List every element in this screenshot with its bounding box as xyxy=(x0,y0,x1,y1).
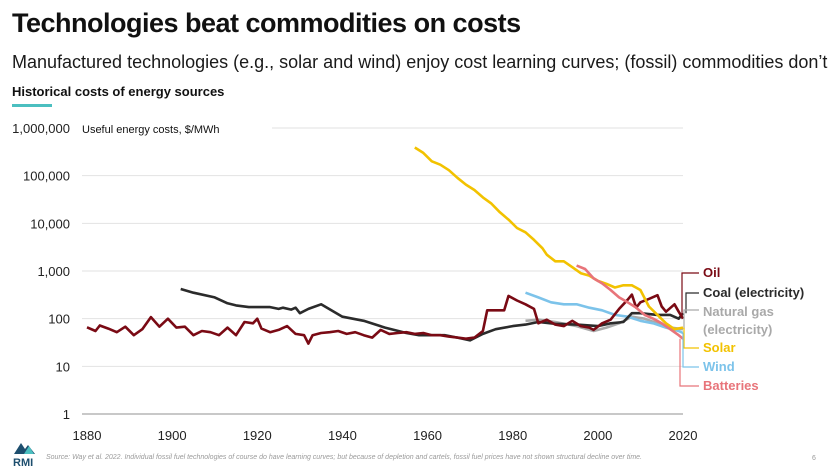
leader-line-gas xyxy=(683,309,699,330)
y-axis-label: Useful energy costs, $/MWh xyxy=(82,124,220,136)
y-tick-label: 10 xyxy=(56,359,70,374)
y-tick-label: 1,000,000 xyxy=(12,121,70,136)
series-label-coal: Coal (electricity) xyxy=(703,285,804,300)
y-tick-label: 100,000 xyxy=(23,169,70,184)
series-label-gas: (electricity) xyxy=(703,322,772,337)
accent-bar xyxy=(12,104,52,107)
chart-title: Historical costs of energy sources xyxy=(12,84,225,99)
x-tick-label: 1900 xyxy=(158,428,187,443)
series-label-wind: Wind xyxy=(703,359,735,374)
leader-line-coal xyxy=(685,292,699,314)
series-line-coal xyxy=(180,287,685,342)
logo-text: RMI xyxy=(13,457,33,468)
x-tick-label: 1980 xyxy=(498,428,527,443)
leader-line-wind xyxy=(682,333,699,368)
source-note: Source: Way et al. 2022. Individual foss… xyxy=(46,454,642,461)
series-line-solar xyxy=(414,146,684,331)
page-number: 6 xyxy=(812,455,816,462)
x-tick-label: 1960 xyxy=(413,428,442,443)
leader-line-batteries xyxy=(679,338,699,387)
series-label-gas: Natural gas xyxy=(703,304,774,319)
rmi-logo-icon: RMI xyxy=(13,443,35,468)
series-label-solar: Solar xyxy=(703,340,736,355)
x-tick-label: 1920 xyxy=(243,428,272,443)
y-tick-label: 10,000 xyxy=(30,216,70,231)
x-tick-label: 1940 xyxy=(328,428,357,443)
y-tick-label: 1 xyxy=(63,407,70,422)
leader-line-solar xyxy=(683,327,699,349)
series-label-oil: Oil xyxy=(703,265,720,280)
slide-title: Technologies beat commodities on costs xyxy=(12,8,521,38)
gridlines xyxy=(82,127,683,415)
series-line-oil xyxy=(86,293,685,345)
slide-subtitle: Manufactured technologies (e.g., solar a… xyxy=(12,52,828,72)
x-tick-label: 2000 xyxy=(583,428,612,443)
y-tick-labels: 1 10 100 1,000 10,000 100,000 1,000,000 xyxy=(12,121,70,422)
x-tick-label: 2020 xyxy=(669,428,698,443)
leader-line-oil xyxy=(681,272,699,319)
series-label-batteries: Batteries xyxy=(703,378,759,393)
y-tick-label: 1,000 xyxy=(37,264,70,279)
x-tick-labels: 1880 1900 1920 1940 1960 1980 2000 2020 xyxy=(73,428,698,443)
series-line-batteries xyxy=(576,264,684,340)
series-lines xyxy=(86,146,685,345)
series-line-wind xyxy=(525,291,684,335)
y-tick-label: 100 xyxy=(48,312,70,327)
series-labels: Oil Coal (electricity) Natural gas (electri… xyxy=(679,265,804,393)
x-tick-label: 1880 xyxy=(73,428,102,443)
